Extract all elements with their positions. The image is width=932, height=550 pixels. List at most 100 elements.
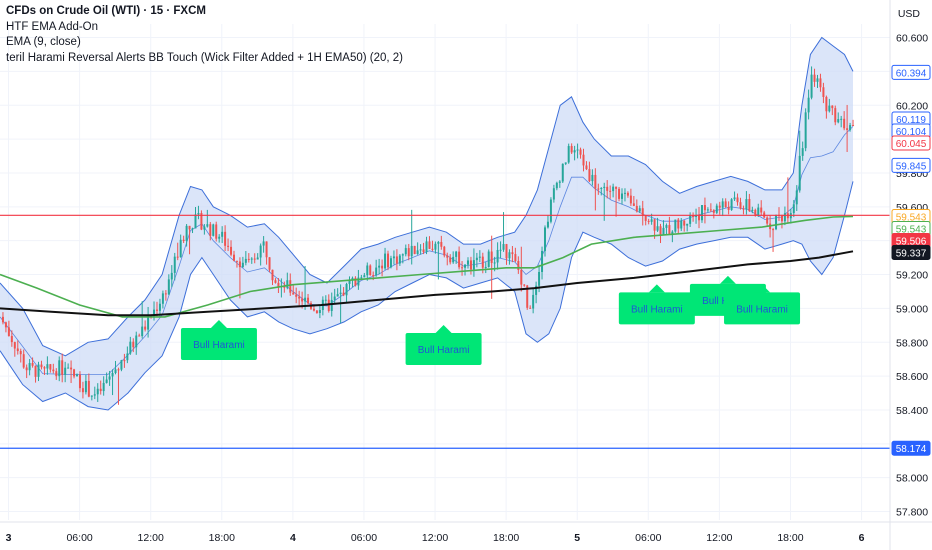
candle-body (466, 260, 469, 265)
candle-body (772, 229, 775, 231)
harami-box (618, 292, 695, 325)
harami-pointer (210, 319, 227, 328)
candle-body (822, 87, 825, 97)
candle-body (55, 371, 58, 377)
candle-body (40, 364, 43, 368)
candle-body (235, 260, 238, 262)
candle-body (111, 373, 114, 377)
candle-body (478, 256, 481, 258)
candle-body (573, 150, 576, 153)
candle-body (440, 241, 443, 247)
candle-body (846, 128, 849, 130)
candle-body (182, 239, 185, 241)
candle-body (472, 260, 475, 270)
candle-body (609, 190, 612, 192)
currency-label[interactable]: USD (897, 8, 920, 20)
candle-body (487, 251, 490, 267)
candle-body (508, 252, 511, 259)
price-tag-box (891, 135, 931, 151)
candle-body (644, 215, 647, 221)
price-tag-label: 58.174 (896, 444, 927, 455)
candle-body (671, 231, 674, 235)
candle-body (662, 227, 665, 235)
indicator-ema9[interactable]: EMA (9, close) (6, 36, 81, 48)
x-tick-label: 4 (290, 532, 296, 544)
candle-body (268, 257, 271, 270)
candle-body (227, 245, 230, 247)
candle-body (535, 285, 538, 295)
candle-body (828, 105, 831, 112)
candle-body (170, 272, 173, 280)
indicator-harami[interactable]: teril Harami Reversal Alerts BB Touch (W… (6, 51, 403, 64)
candle-body (621, 193, 624, 199)
candle-body (301, 298, 304, 302)
candle-body (514, 254, 517, 261)
price-tag-label: 59.845 (896, 161, 927, 172)
candle-body (499, 249, 502, 251)
candle-body (19, 351, 22, 355)
candle-body (126, 353, 129, 361)
candle-body (384, 253, 387, 269)
candle-body (570, 146, 573, 153)
candle-body (144, 326, 147, 330)
candle-body (215, 224, 218, 239)
candle-body (22, 354, 25, 368)
candle-body (138, 335, 141, 337)
candle-body (437, 241, 440, 244)
candle-body (615, 186, 618, 189)
candle-body (46, 364, 49, 369)
candle-body (419, 249, 422, 251)
candle-body (810, 74, 813, 98)
candle-body (431, 248, 434, 250)
candle-body (695, 215, 698, 217)
candle-body (232, 254, 235, 261)
candle-body (381, 265, 384, 269)
candle-body (804, 112, 807, 149)
candle-body (247, 258, 250, 260)
bollinger-bands (0, 36, 854, 411)
candle-body (852, 125, 855, 127)
candle-body (7, 327, 10, 337)
candle-body (123, 360, 126, 362)
bb-upper-line (0, 36, 854, 357)
candle-body (354, 277, 357, 286)
candle-body (395, 256, 398, 264)
indicator-htf-ema[interactable]: HTF EMA Add-On (6, 20, 99, 33)
candle-body (446, 255, 449, 258)
y-tick-label: 58.400 (896, 405, 928, 417)
y-tick-label: 58.600 (896, 371, 928, 383)
price-tag-box (891, 440, 931, 456)
candle-body (34, 365, 37, 377)
candles (1, 66, 855, 405)
candle-body (523, 284, 526, 286)
x-tick-label: 06:00 (351, 532, 377, 544)
candle-body (801, 148, 804, 156)
candle-body (680, 220, 683, 229)
candle-body (564, 162, 567, 164)
price-tag-label: 59.543 (896, 212, 927, 223)
candle-body (425, 241, 428, 253)
candle-body (549, 199, 552, 222)
candle-body (422, 249, 425, 253)
y-tick-label: 57.800 (896, 507, 928, 519)
candle-body (117, 369, 120, 371)
y-tick-label: 59.200 (896, 270, 928, 282)
candle-body (102, 382, 105, 392)
price-tag-label: 60.394 (896, 68, 927, 79)
candle-body (594, 174, 597, 189)
candle-body (416, 250, 419, 255)
candle-body (449, 257, 452, 263)
candle-body (742, 208, 745, 210)
price-tags: 60.39460.11960.10460.04559.84559.54359.5… (891, 64, 931, 456)
candle-body (16, 348, 19, 352)
candle-body (84, 380, 87, 393)
symbol-title[interactable]: CFDs on Crude Oil (WTI) · 15 · FXCM (6, 5, 206, 17)
candle-body (304, 297, 307, 302)
candle-body (398, 255, 401, 264)
candle-body (28, 362, 31, 371)
candle-body (727, 207, 730, 210)
candle-body (70, 367, 73, 370)
candle-body (167, 279, 170, 295)
candle-body (295, 294, 298, 297)
